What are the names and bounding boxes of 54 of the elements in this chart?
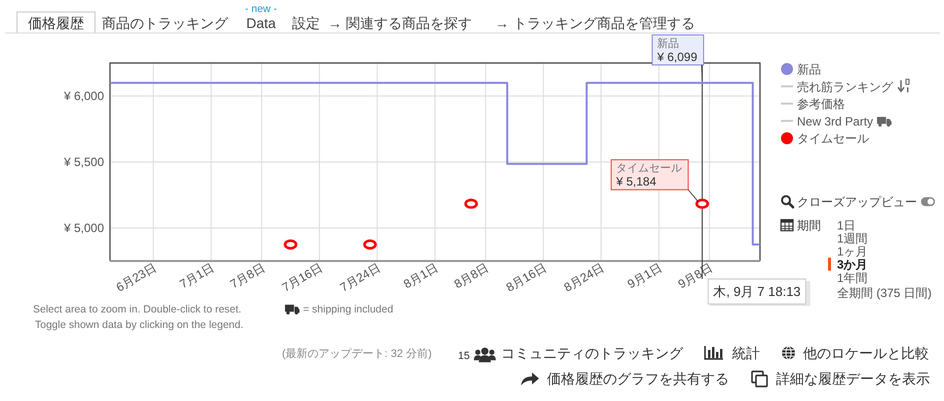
text: - new - (244, 3, 278, 15)
ref-line-label: 木, 9月 7 18:13 (713, 284, 801, 299)
tooltip: タイムセール ¥ 5,184 (610, 159, 699, 202)
text: コミュニティのトラッキング (501, 345, 684, 361)
annotation: 新品 ¥ 6,099 (656, 36, 698, 64)
legend-label: タイムセール (797, 132, 869, 146)
chart-title: 価格履歴 (28, 15, 84, 31)
text: 価格履歴のグラフを共有する (547, 370, 729, 386)
text: Toggle shown data by clicking on the legend. (35, 319, 244, 331)
legend-label: 売れ筋ランキング (797, 80, 894, 94)
text: 他のロケールと比較 (803, 345, 929, 361)
text: (最新のアップデート: 32 分前) (282, 347, 432, 360)
legend-item: 売れ筋ランキング (781, 80, 893, 94)
text: 詳細な履歴データを表示 (776, 370, 930, 386)
legend-item: タイムセール (781, 132, 869, 146)
legend-label: New 3rd Party (797, 114, 874, 128)
y-tick-label: ¥ 5,000 (62, 221, 104, 235)
legend-label: 参考価格 (797, 97, 845, 112)
text: 1年間 (837, 271, 868, 285)
x-tick-label: 6月23日 (114, 260, 159, 295)
text: 全期間 (375 日間) (837, 286, 932, 300)
text: Select area to zoom in. Double-click to reset. (33, 304, 242, 316)
text: 15 (458, 350, 470, 362)
x-tick-label: 8月16日 (504, 260, 549, 295)
text: クローズアップビュー (797, 195, 917, 209)
x-tick-label: 7月8日 (228, 260, 268, 292)
x-tick-label: 8月1日 (401, 260, 440, 292)
text: 3か月 (837, 258, 868, 272)
x-tick-label: 7月1日 (177, 260, 217, 292)
x-tick-label: 9月1日 (625, 260, 664, 292)
text: → トラッキング商品を管理する (495, 15, 695, 31)
text: = shipping included (303, 304, 394, 316)
text: 1週間 (837, 232, 868, 246)
x-tick-label: 7月24日 (338, 260, 383, 295)
tooltip: 新品 ¥ 6,099 (652, 34, 704, 82)
legend-label: 新品 (797, 62, 821, 76)
legend-item: New 3rd Party (781, 114, 874, 128)
text: 統計 (732, 345, 760, 361)
x-tick-label: 8月24日 (561, 260, 607, 295)
legend-item: 新品 (781, 62, 821, 76)
text: 1日 (837, 218, 856, 232)
text: 設定 (292, 15, 320, 31)
legend-item: 参考価格 (781, 97, 845, 112)
y-tick-label: ¥ 6,000 (62, 89, 104, 103)
y-tick-label: ¥ 5,500 (62, 155, 104, 169)
text: Data (246, 15, 276, 31)
x-tick-label: 7月16日 (280, 260, 325, 295)
text: 1ヶ月 (837, 244, 868, 258)
text: 商品のトラッキング (102, 15, 229, 31)
text: 期間 (797, 218, 821, 232)
annotation: タイムセール ¥ 5,184 (615, 162, 682, 189)
text: → 関連する商品を探す (328, 15, 472, 31)
ref-label: 木, 9月 7 18:13 (708, 278, 810, 306)
x-tick-label: 8月8日 (452, 260, 492, 292)
